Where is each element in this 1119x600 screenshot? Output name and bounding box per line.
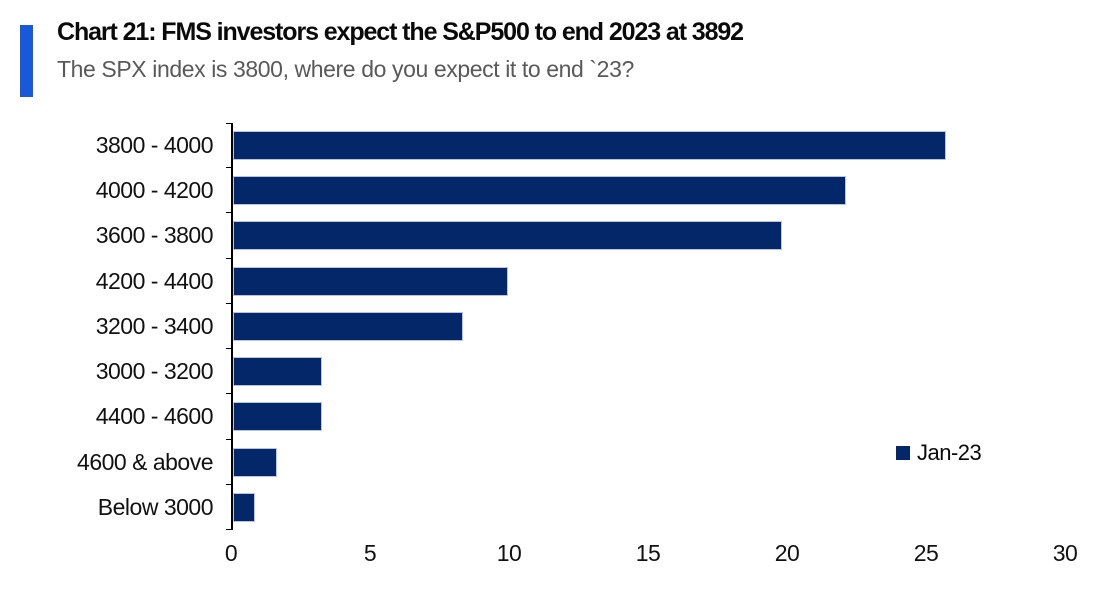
x-tick-label: 20: [774, 540, 800, 566]
x-tick-label: 0: [224, 540, 238, 566]
bar-3000-3200: [233, 357, 322, 387]
x-tick-label: 15: [635, 540, 661, 566]
bar-4600-above: [233, 447, 278, 477]
chart-row: [226, 213, 1065, 259]
x-axis-labels: 0 5 10 15 20 25 30: [225, 540, 1078, 572]
x-tick-label: 25: [913, 540, 939, 566]
category-label: 4600 & above: [77, 448, 213, 475]
legend-label: Jan-23: [917, 440, 982, 465]
category-axis-labels: 3800 - 4000 4000 - 4200 3600 - 3800 4200 - …: [0, 123, 213, 530]
chart-row: [226, 259, 1065, 305]
bar-4400-4600: [233, 402, 322, 432]
category-label: 3800 - 4000: [95, 132, 214, 158]
category-label: 3000 - 3200: [95, 358, 214, 385]
x-tick-label: 5: [363, 540, 377, 566]
title-accent-bar: [20, 25, 33, 97]
plot-area: [226, 123, 1065, 531]
legend: Jan-23: [896, 440, 982, 466]
category-label: Below 3000: [97, 493, 214, 520]
category-label: 4200 - 4400: [95, 267, 214, 294]
bar-3600-3800: [233, 221, 783, 251]
x-tick-label: 10: [496, 540, 522, 566]
legend-swatch-icon: [896, 446, 910, 460]
bar-4200-4400: [233, 266, 508, 296]
category-label: 4000 - 4200: [95, 177, 214, 204]
chart-row: [226, 440, 1065, 485]
bar-3800-4000: [233, 131, 946, 160]
chart-row: [226, 168, 1065, 214]
chart-row: [226, 123, 1065, 169]
category-label: 3200 - 3400: [95, 312, 214, 339]
category-label: 4400 - 4600: [95, 403, 214, 430]
chart-title: Chart 21: FMS investors expect the S&P50…: [57, 18, 744, 46]
chart-row: [226, 485, 1065, 531]
bar-4000-4200: [233, 176, 846, 206]
chart-row: [226, 304, 1065, 350]
chart-row: [226, 394, 1065, 440]
x-tick-label: 30: [1052, 540, 1078, 566]
chart-row: [226, 349, 1065, 395]
bar-3200-3400: [233, 311, 464, 341]
bar-below-3000: [233, 492, 256, 522]
plot-rows: [226, 123, 1065, 531]
chart-subtitle: The SPX index is 3800, where do you expe…: [57, 56, 634, 82]
category-label: 3600 - 3800: [95, 222, 214, 249]
